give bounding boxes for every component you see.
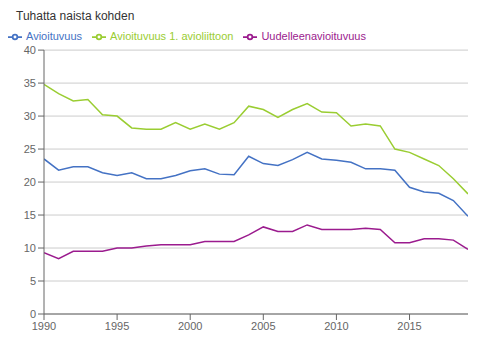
svg-text:25: 25 bbox=[24, 143, 36, 155]
html-text:Avioituvuus: Avioituvuus bbox=[26, 30, 83, 42]
svg-text:2015: 2015 bbox=[397, 320, 421, 332]
html-text:Uudelleenavioituvuus: Uudelleenavioituvuus bbox=[261, 30, 366, 42]
svg-text:1995: 1995 bbox=[105, 320, 129, 332]
svg-text:2010: 2010 bbox=[324, 320, 348, 332]
svg-text:1990: 1990 bbox=[32, 320, 56, 332]
svg-text:20: 20 bbox=[24, 176, 36, 188]
svg-text:0: 0 bbox=[30, 308, 36, 320]
html-text:Tuhatta naista kohden: Tuhatta naista kohden bbox=[16, 9, 135, 23]
svg-text:35: 35 bbox=[24, 77, 36, 89]
svg-text:10: 10 bbox=[24, 242, 36, 254]
svg-text:30: 30 bbox=[24, 110, 36, 122]
svg-text:15: 15 bbox=[24, 209, 36, 221]
svg-text:2005: 2005 bbox=[251, 320, 275, 332]
svg-text:5: 5 bbox=[30, 275, 36, 287]
svg-text:40: 40 bbox=[24, 44, 36, 56]
svg-text:2000: 2000 bbox=[178, 320, 202, 332]
html-text:Avioituvuus 1. avioliittoon: Avioituvuus 1. avioliittoon bbox=[110, 30, 234, 42]
